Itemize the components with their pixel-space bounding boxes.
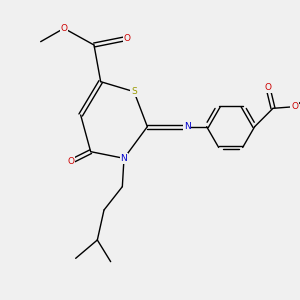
Text: O: O: [67, 157, 74, 166]
Text: S: S: [131, 87, 137, 96]
Text: O: O: [291, 102, 298, 111]
Text: O: O: [124, 34, 131, 43]
Text: O: O: [61, 24, 68, 33]
Text: N: N: [121, 154, 128, 163]
Text: O: O: [265, 83, 272, 92]
Text: N: N: [184, 122, 191, 131]
